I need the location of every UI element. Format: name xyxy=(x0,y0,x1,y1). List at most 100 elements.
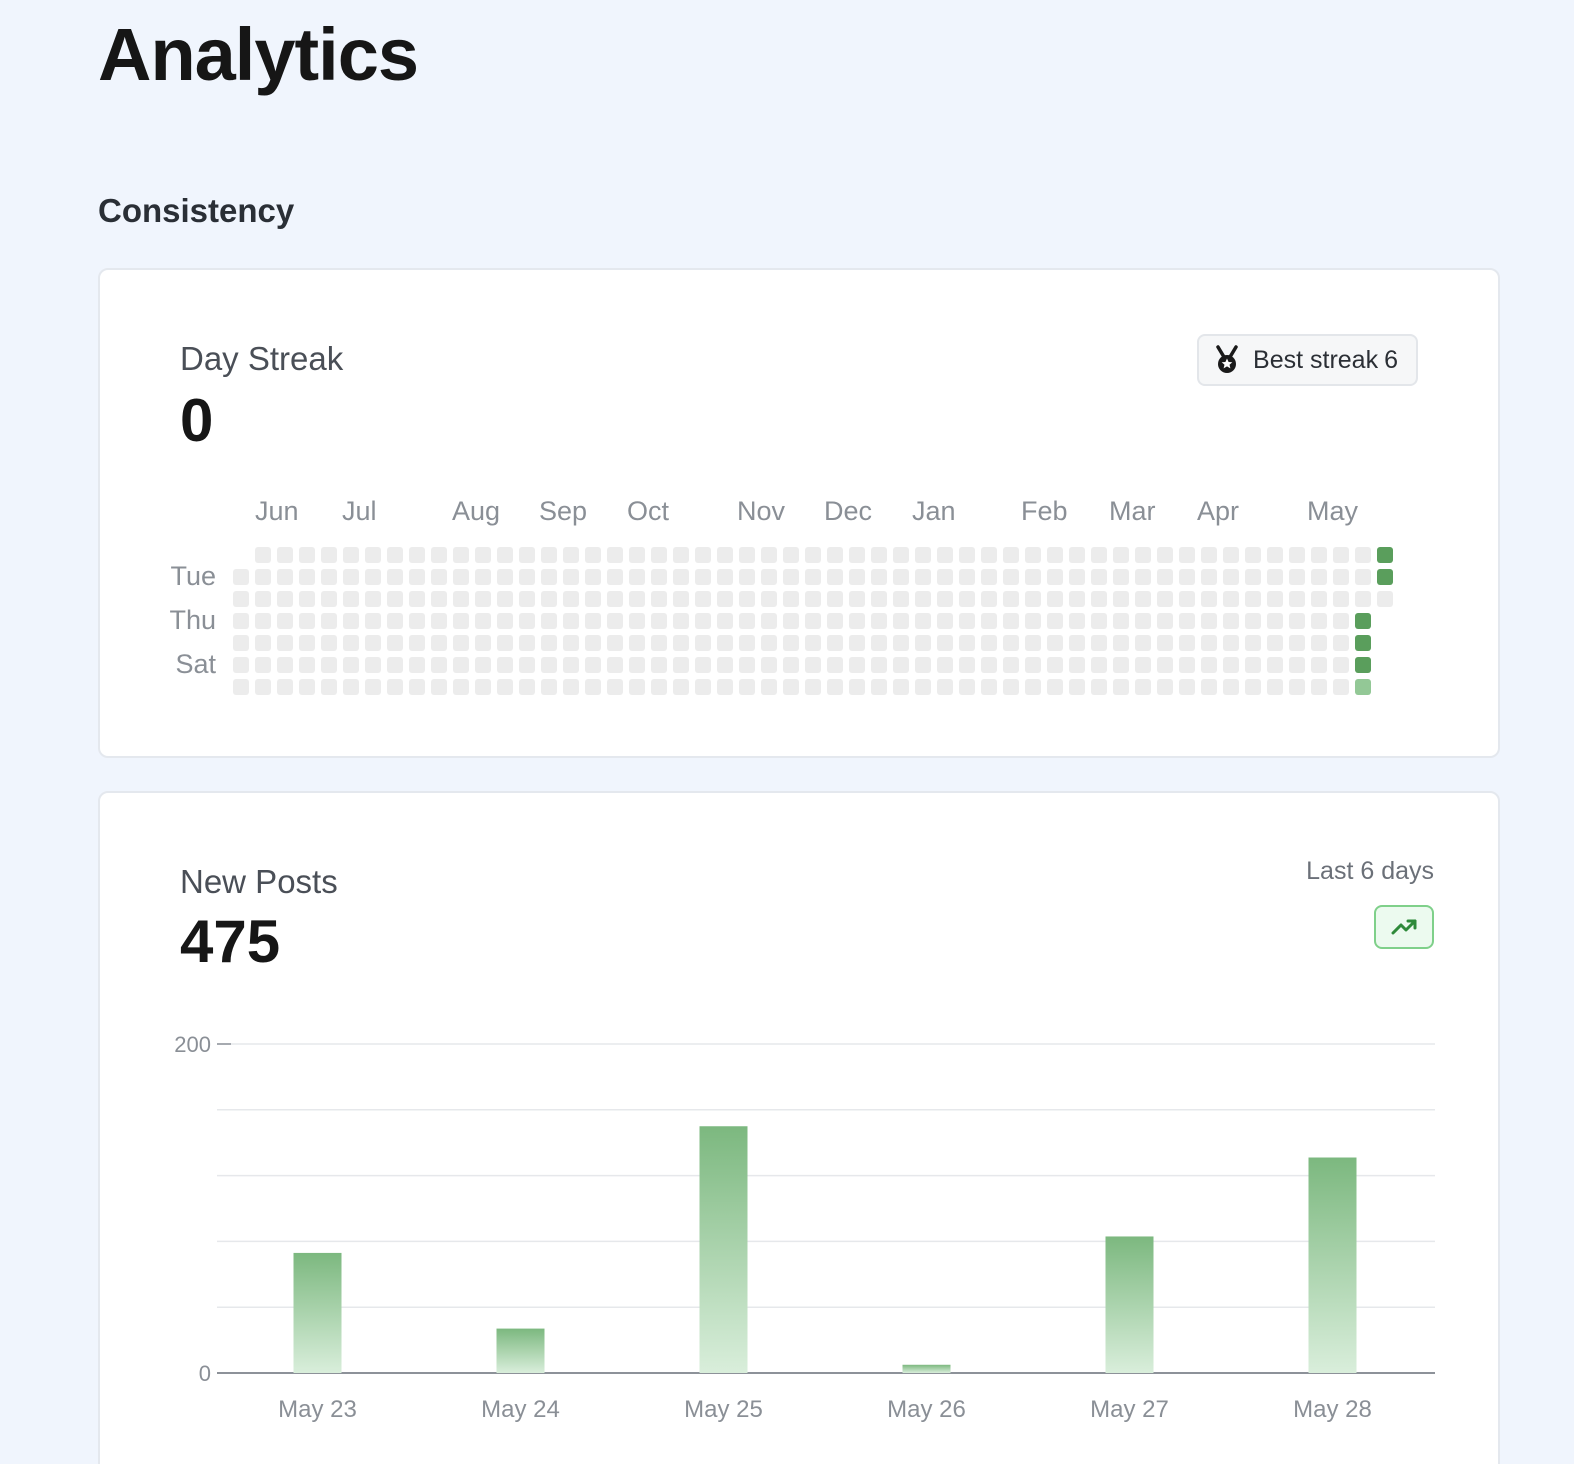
heatmap-cell xyxy=(343,613,359,629)
heatmap-cell xyxy=(1245,613,1261,629)
heatmap-cell xyxy=(343,547,359,563)
heatmap-cell xyxy=(695,547,711,563)
trend-button[interactable] xyxy=(1374,905,1434,949)
heatmap-cell xyxy=(695,635,711,651)
heatmap-cell xyxy=(255,547,271,563)
y-tick-label: 0 xyxy=(199,1361,211,1386)
heatmap-cell xyxy=(1025,569,1041,585)
bar[interactable] xyxy=(496,1328,545,1373)
heatmap-cell xyxy=(563,613,579,629)
bar[interactable] xyxy=(1308,1157,1357,1373)
heatmap-cell xyxy=(1311,591,1327,607)
heatmap-cell xyxy=(695,613,711,629)
heatmap-cell xyxy=(1223,547,1239,563)
heatmap-cell xyxy=(981,657,997,673)
heatmap-cell xyxy=(1179,613,1195,629)
heatmap-cell xyxy=(981,613,997,629)
heatmap-cell xyxy=(1201,657,1217,673)
heatmap-cell xyxy=(871,569,887,585)
bar[interactable] xyxy=(902,1364,951,1373)
heatmap-cell xyxy=(1311,547,1327,563)
heatmap-cell xyxy=(871,591,887,607)
heatmap-cell xyxy=(1201,635,1217,651)
heatmap-cell xyxy=(1333,657,1349,673)
bar[interactable] xyxy=(1105,1236,1154,1373)
heatmap-cell xyxy=(1311,569,1327,585)
heatmap-cell xyxy=(1025,613,1041,629)
heatmap-cell xyxy=(1003,547,1019,563)
heatmap-cell xyxy=(233,657,249,673)
heatmap-cell xyxy=(1003,679,1019,695)
heatmap-cell xyxy=(673,591,689,607)
heatmap-cell xyxy=(629,591,645,607)
heatmap-cell xyxy=(387,569,403,585)
heatmap-cell xyxy=(937,547,953,563)
heatmap-month-label: Jan xyxy=(912,496,956,526)
heatmap-cell xyxy=(981,569,997,585)
heatmap-cell xyxy=(871,635,887,651)
heatmap-month-label: May xyxy=(1307,496,1359,526)
heatmap-cell xyxy=(915,635,931,651)
day-streak-label: Day Streak xyxy=(180,340,344,377)
heatmap-cell xyxy=(365,657,381,673)
heatmap-cell xyxy=(915,613,931,629)
heatmap-cell xyxy=(739,569,755,585)
heatmap-cell xyxy=(497,635,513,651)
heatmap-cell xyxy=(497,569,513,585)
heatmap-cell xyxy=(629,657,645,673)
heatmap-cell xyxy=(365,679,381,695)
heatmap-cell xyxy=(1333,679,1349,695)
heatmap-cell xyxy=(475,657,491,673)
heatmap-cell xyxy=(519,591,535,607)
heatmap-cell xyxy=(717,613,733,629)
heatmap-cell xyxy=(277,657,293,673)
heatmap-cell xyxy=(321,679,337,695)
heatmap-cell xyxy=(1135,657,1151,673)
heatmap-cell xyxy=(255,657,271,673)
heatmap-cell xyxy=(1135,635,1151,651)
heatmap-cell xyxy=(761,569,777,585)
heatmap-cell xyxy=(739,547,755,563)
heatmap-cell xyxy=(827,613,843,629)
heatmap-cell xyxy=(1267,613,1283,629)
heatmap-cell xyxy=(607,569,623,585)
heatmap-cell xyxy=(1113,635,1129,651)
heatmap-cell xyxy=(321,569,337,585)
heatmap-cell xyxy=(849,613,865,629)
heatmap-cell xyxy=(453,613,469,629)
heatmap-cell xyxy=(1201,569,1217,585)
x-tick-label: May 26 xyxy=(887,1396,966,1423)
heatmap-cell xyxy=(1157,679,1173,695)
heatmap-cell xyxy=(519,569,535,585)
heatmap-cell xyxy=(1091,591,1107,607)
heatmap-cell xyxy=(1135,569,1151,585)
heatmap-cell xyxy=(1267,635,1283,651)
heatmap-cell xyxy=(1113,657,1129,673)
heatmap-cell xyxy=(1333,613,1349,629)
heatmap-cell xyxy=(1355,657,1371,673)
heatmap-cell xyxy=(981,591,997,607)
heatmap-cell xyxy=(871,679,887,695)
heatmap-cell xyxy=(409,657,425,673)
heatmap-cell xyxy=(805,657,821,673)
heatmap-cell xyxy=(1201,547,1217,563)
heatmap-cell xyxy=(981,679,997,695)
heatmap-cell xyxy=(475,547,491,563)
heatmap-cell xyxy=(519,635,535,651)
heatmap-cell xyxy=(959,613,975,629)
heatmap-cell xyxy=(409,547,425,563)
heatmap-cell xyxy=(849,635,865,651)
heatmap-cell xyxy=(365,635,381,651)
day-streak-card: Day Streak 0 Best streak 6 Jun Jul Aug Sep O… xyxy=(98,268,1500,758)
heatmap-month-label: Jun xyxy=(255,496,299,526)
date-range-label: Last 6 days xyxy=(1306,857,1434,885)
heatmap-cell xyxy=(1201,679,1217,695)
heatmap-cell xyxy=(1355,613,1371,629)
bar[interactable] xyxy=(293,1252,342,1373)
heatmap-cell xyxy=(1047,679,1063,695)
bar[interactable] xyxy=(699,1126,748,1373)
heatmap-cell xyxy=(1003,569,1019,585)
heatmap-cell xyxy=(1179,657,1195,673)
heatmap-cell xyxy=(673,613,689,629)
x-tick-label: May 24 xyxy=(481,1396,560,1423)
